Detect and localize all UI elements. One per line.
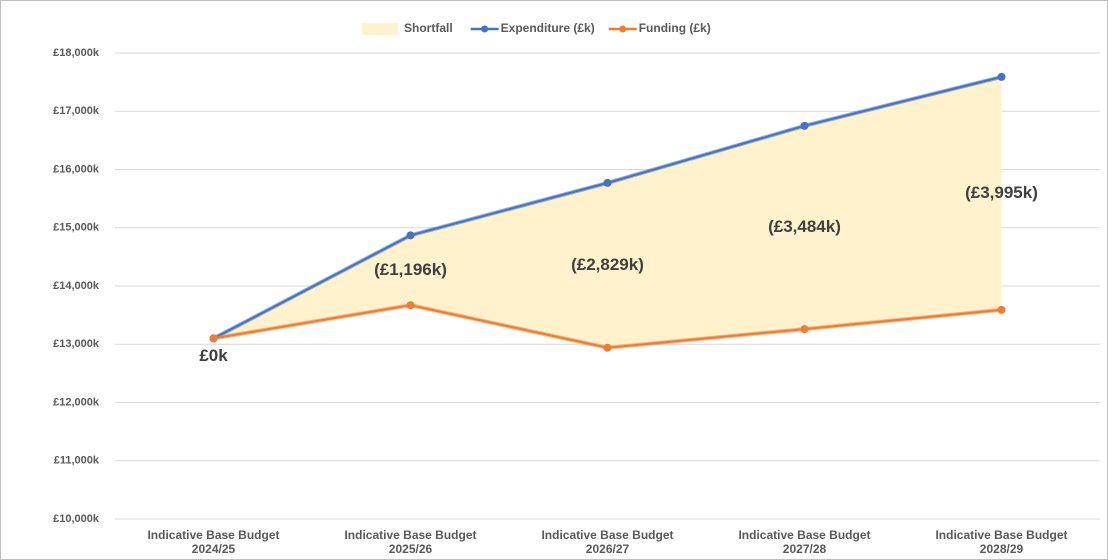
y-tick-label: £17,000k xyxy=(53,105,100,117)
series-point xyxy=(997,72,1006,81)
series-point xyxy=(209,334,218,343)
legend-label: Shortfall xyxy=(404,21,453,35)
series-point xyxy=(800,121,809,130)
y-tick-label: £13,000k xyxy=(53,338,100,350)
legend-label: Expenditure (£k) xyxy=(501,21,595,35)
series-point xyxy=(997,305,1006,314)
y-tick-label: £18,000k xyxy=(53,47,100,59)
shortfall-area xyxy=(213,76,1002,348)
y-tick-label: £10,000k xyxy=(53,513,100,525)
data-label: (£1,196k) xyxy=(374,260,447,279)
x-tick-label: Indicative Base Budget 2028/29 xyxy=(935,528,1068,556)
series-point xyxy=(800,325,809,334)
legend-marker xyxy=(481,25,489,33)
series-point xyxy=(406,231,415,240)
legend-marker xyxy=(619,25,627,33)
data-label: (£3,484k) xyxy=(768,217,841,236)
legend-label: Funding (£k) xyxy=(639,21,711,35)
y-tick-label: £15,000k xyxy=(53,222,100,234)
y-tick-label: £14,000k xyxy=(53,280,100,292)
data-label: £0k xyxy=(199,346,228,365)
x-tick-label: Indicative Base Budget 2026/27 xyxy=(541,528,674,556)
y-tick-label: £16,000k xyxy=(53,163,100,175)
x-tick-label: Indicative Base Budget 2027/28 xyxy=(738,528,871,556)
series-point xyxy=(603,178,612,187)
y-tick-label: £12,000k xyxy=(53,396,100,408)
y-tick-label: £11,000k xyxy=(54,455,100,467)
data-label: (£3,995k) xyxy=(965,183,1038,202)
series-point xyxy=(406,301,415,310)
x-tick-label: Indicative Base Budget 2025/26 xyxy=(344,528,477,556)
data-label: (£2,829k) xyxy=(571,255,644,274)
series-point xyxy=(603,343,612,352)
legend-swatch xyxy=(362,23,398,35)
x-tick-label: Indicative Base Budget 2024/25 xyxy=(147,528,280,556)
